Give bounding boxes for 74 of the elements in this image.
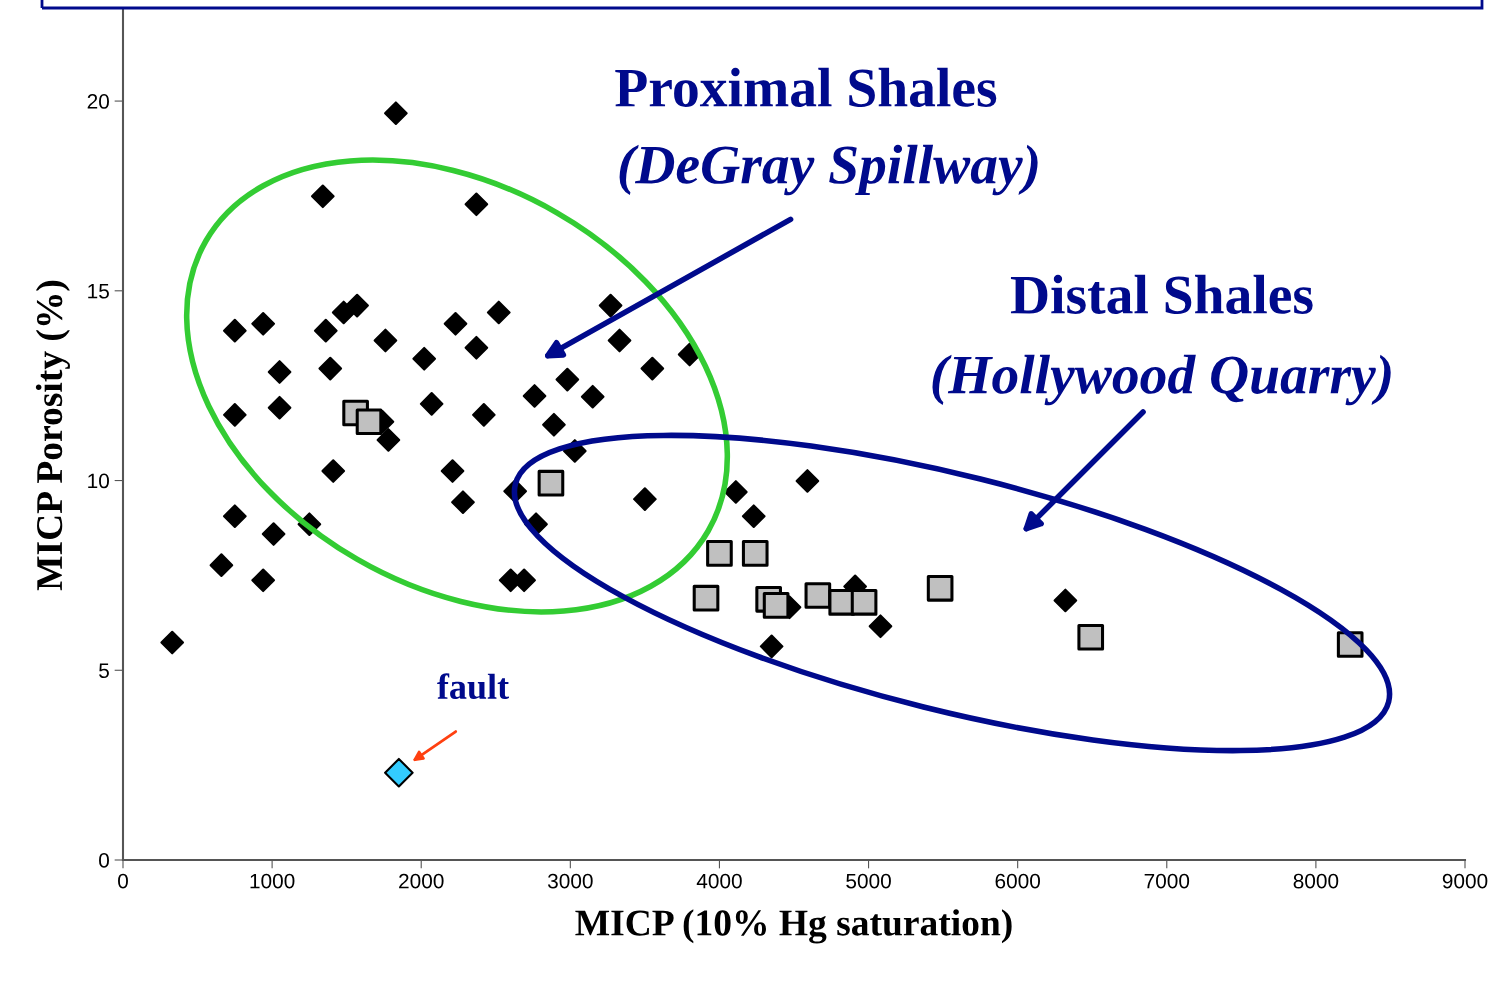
point: [251, 311, 276, 336]
point: [580, 384, 605, 409]
point: [868, 614, 893, 639]
y-tick-label: 0: [99, 853, 109, 868]
x-tick-label: 1000: [250, 873, 295, 889]
point: [261, 522, 286, 546]
point: [384, 101, 408, 126]
point: [759, 634, 784, 659]
annotation: (Hollywood Quarry): [932, 354, 1391, 406]
point: [355, 408, 383, 436]
point: [1053, 588, 1078, 613]
point: [926, 574, 954, 602]
point: [376, 428, 401, 452]
y-tick-label: 20: [87, 94, 109, 109]
point: [598, 293, 623, 318]
point: [607, 328, 632, 353]
point: [472, 403, 496, 427]
y-tick-label: 5: [99, 663, 109, 679]
point: [384, 757, 414, 788]
point: [633, 487, 657, 511]
x-tick-label: 6000: [995, 873, 1041, 889]
y-axis-title: MICP Porosity (%): [35, 280, 70, 591]
x-tick-label: 5000: [846, 873, 891, 889]
point: [542, 412, 566, 437]
point: [209, 553, 234, 577]
x-tick-label: 7000: [1144, 873, 1190, 889]
point: [412, 346, 437, 371]
y-tick-label: 15: [88, 284, 109, 299]
point: [345, 293, 369, 318]
point: [321, 459, 346, 483]
x-tick-label: 2000: [399, 873, 444, 889]
x-tick-label: 0: [118, 873, 128, 889]
point: [692, 584, 720, 612]
annotation: Distal Shales: [1010, 274, 1313, 314]
y-tick-label: 10: [88, 473, 109, 489]
point: [486, 300, 511, 325]
point: [318, 356, 343, 381]
x-tick-label: 9000: [1442, 873, 1488, 889]
point: [251, 568, 276, 593]
point: [443, 311, 468, 336]
point: [222, 403, 247, 427]
point: [419, 392, 444, 416]
point: [222, 504, 247, 529]
point: [640, 356, 665, 381]
point: [310, 184, 335, 209]
point: [267, 395, 292, 420]
point: [555, 367, 580, 392]
x-tick-label: 8000: [1293, 873, 1339, 889]
point: [724, 480, 748, 504]
point: [741, 504, 766, 529]
annotation: fault: [437, 673, 509, 700]
point: [451, 490, 475, 515]
point: [522, 384, 547, 408]
point: [1077, 623, 1105, 651]
point: [850, 589, 878, 616]
point: [464, 192, 489, 217]
point: [440, 459, 465, 483]
x-axis-title: MICP (10% Hg saturation): [575, 909, 1012, 944]
x-tick-label: 3000: [547, 873, 593, 889]
point: [160, 630, 185, 655]
point: [313, 318, 338, 343]
point: [795, 469, 820, 493]
point: [762, 592, 790, 619]
point: [706, 540, 733, 567]
point: [222, 318, 247, 343]
point: [267, 360, 292, 384]
x-tick-label: 4000: [696, 873, 742, 889]
point: [804, 582, 832, 609]
annotation: Proximal Shales: [615, 67, 997, 107]
annotation: (DeGray Spillway): [619, 144, 1038, 196]
point: [537, 469, 565, 497]
point: [464, 335, 489, 360]
point: [373, 328, 398, 353]
point: [741, 540, 769, 567]
